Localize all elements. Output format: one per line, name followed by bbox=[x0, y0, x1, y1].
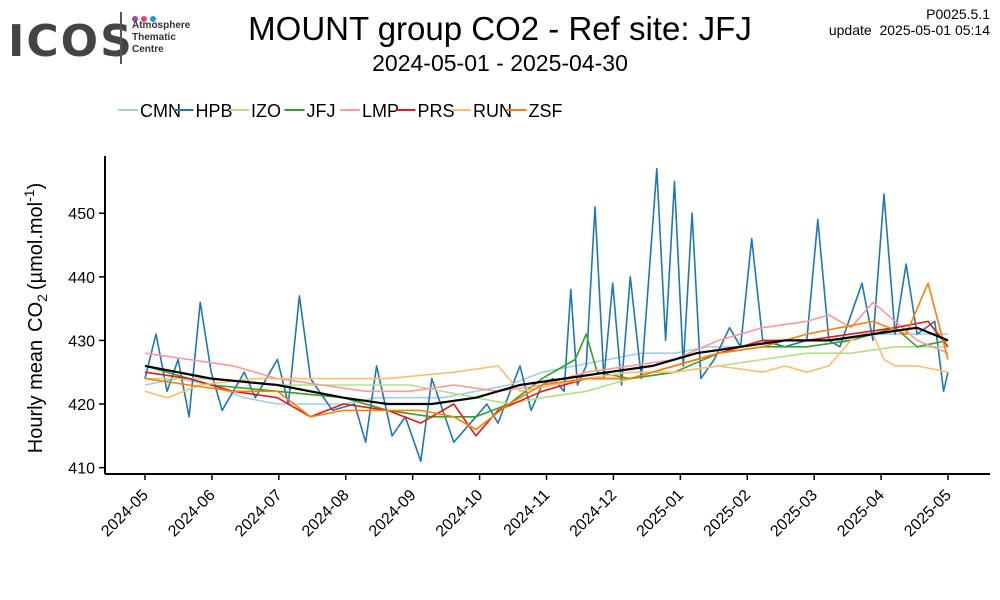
series-line-jfj bbox=[144, 326, 949, 418]
series-line-lmp bbox=[144, 301, 949, 393]
y-tick-label: 420 bbox=[68, 397, 95, 414]
logo-dot bbox=[150, 16, 156, 22]
x-tick-label: 2025-04 bbox=[834, 487, 888, 541]
series-line-hpb bbox=[144, 167, 949, 463]
y-axis-label-unit: (µmol.mol bbox=[25, 202, 47, 290]
logo-wordmark: ICOS bbox=[8, 16, 134, 67]
logo-divider bbox=[120, 12, 122, 64]
legend-label-lmp: LMP bbox=[362, 101, 399, 121]
x-tick-label: 2024-10 bbox=[433, 487, 487, 541]
y-tick-label: 440 bbox=[68, 270, 95, 287]
legend-label-zsf: ZSF bbox=[529, 101, 563, 121]
legend-label-hpb: HPB bbox=[196, 101, 233, 121]
y-axis-label-subscript: 2 bbox=[34, 294, 50, 302]
x-tick-label: 2025-01 bbox=[634, 487, 688, 541]
logo-dot bbox=[132, 16, 138, 22]
chart-title: MOUNT group CO2 - Ref site: JFJ bbox=[248, 10, 752, 47]
x-tick-label: 2024-09 bbox=[366, 487, 420, 541]
x-tick-label: 2024-12 bbox=[567, 487, 621, 541]
y-ticks: 410 420 430 440 450 bbox=[68, 206, 105, 478]
reference-trend-line bbox=[144, 326, 949, 406]
x-tick-label: 2025-02 bbox=[701, 487, 755, 541]
x-tick-label: 2024-11 bbox=[501, 487, 554, 540]
logo-dots-icon bbox=[132, 9, 159, 22]
chart-subtitle: 2024-05-01 - 2025-04-30 bbox=[372, 50, 628, 76]
x-tick-label: 2024-05 bbox=[98, 487, 152, 541]
update-timestamp: update 2025-05-01 05:14 bbox=[828, 22, 990, 38]
series-line-zsf bbox=[144, 282, 949, 431]
legend-label-run: RUN bbox=[473, 101, 512, 121]
y-tick-label: 410 bbox=[68, 461, 95, 478]
legend-label-cmn: CMN bbox=[140, 101, 181, 121]
logo-line-2: Thematic bbox=[132, 32, 176, 43]
legend-label-jfj: JFJ bbox=[307, 101, 336, 121]
axes bbox=[104, 156, 990, 475]
series-line-prs bbox=[144, 320, 949, 437]
legend-label-izo: IZO bbox=[251, 101, 281, 121]
y-tick-label: 450 bbox=[68, 206, 95, 223]
y-axis-label: Hourly mean CO2 (µmol.mol-1) bbox=[21, 183, 50, 454]
legend: CMN HPB IZO JFJ LMP PRS RUN ZSF bbox=[118, 101, 563, 121]
x-tick-label: 2025-03 bbox=[767, 487, 821, 541]
icos-logo: ICOS Atmosphere Thematic Centre bbox=[8, 8, 208, 68]
x-ticks: 2024-05 2024-06 2024-07 2024-08 2024-09 2024-… bbox=[98, 474, 955, 540]
logo-line-1: Atmosphere bbox=[132, 20, 191, 31]
x-tick-label: 2025-05 bbox=[901, 487, 955, 541]
y-axis-label-superscript: -1 bbox=[21, 189, 37, 202]
x-tick-label: 2024-06 bbox=[165, 487, 219, 541]
y-axis-label-close: ) bbox=[25, 183, 47, 190]
y-tick-label: 430 bbox=[68, 333, 95, 350]
logo-line-3: Centre bbox=[132, 44, 164, 55]
x-tick-label: 2024-07 bbox=[232, 487, 286, 541]
series-layer bbox=[144, 167, 949, 463]
x-tick-label: 2024-08 bbox=[299, 487, 353, 541]
logo-dot bbox=[141, 16, 147, 22]
legend-label-prs: PRS bbox=[418, 101, 455, 121]
y-axis-label-text: Hourly mean bbox=[25, 340, 47, 453]
y-axis-label-species: CO bbox=[25, 302, 47, 332]
version-label: P0025.5.1 bbox=[926, 6, 990, 22]
